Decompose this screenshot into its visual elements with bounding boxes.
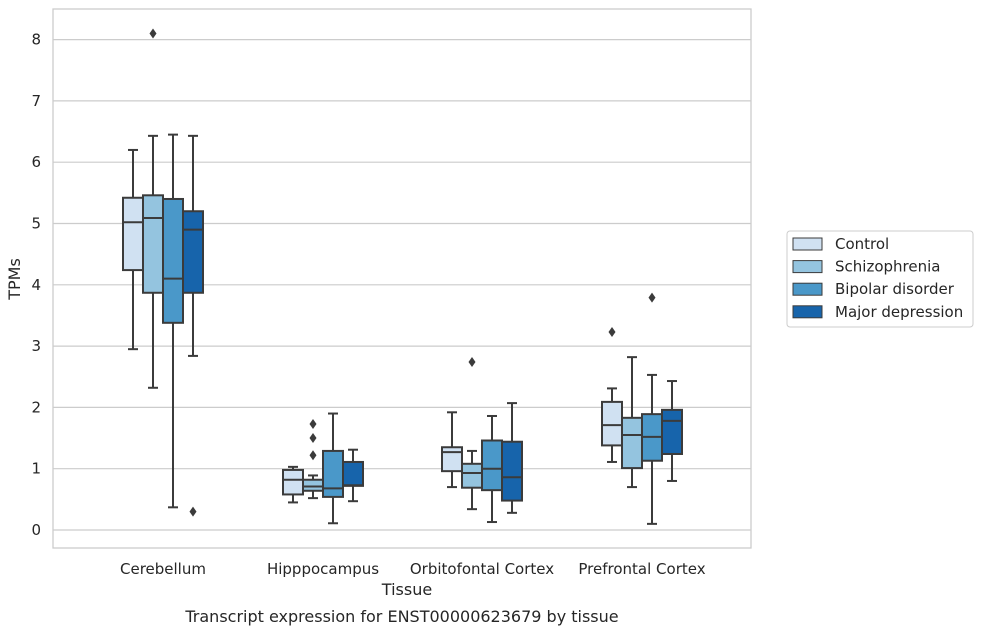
- grid-lines: [53, 38, 751, 531]
- box-major-depression: [182, 134, 204, 517]
- box-bipolar-disorder: [162, 133, 184, 509]
- box-iqr: [122, 196, 144, 272]
- y-tick-label: 0: [31, 521, 41, 539]
- x-tick-label: Hipppocampus: [267, 560, 379, 578]
- box-iqr: [481, 439, 503, 492]
- y-tick-label: 6: [31, 153, 41, 171]
- outlier-point: [309, 433, 317, 444]
- outlier-point: [149, 28, 157, 39]
- outlier-point: [608, 327, 616, 338]
- legend-label: Schizophrenia: [835, 258, 940, 276]
- legend-swatch: [792, 260, 823, 274]
- x-tick-labels: Cerebellum Hipppocampus Orbitofontal Corte…: [120, 560, 706, 578]
- box-iqr: [621, 416, 643, 470]
- legend-swatch: [792, 237, 823, 251]
- box-bipolar-disorder: [641, 292, 663, 525]
- box-iqr: [182, 210, 204, 294]
- legend-swatch: [792, 282, 823, 296]
- y-tick-label: 3: [31, 337, 41, 355]
- box-iqr: [601, 400, 623, 447]
- outlier-point: [648, 292, 656, 303]
- plot-frame: [52, 8, 752, 549]
- box-iqr: [461, 462, 483, 489]
- y-tick-label: 4: [31, 276, 41, 294]
- legend-frame: [786, 230, 974, 328]
- box-iqr: [302, 478, 324, 492]
- box-iqr: [661, 408, 683, 455]
- x-tick-label: Cerebellum: [120, 560, 206, 578]
- plot-marks: [122, 28, 683, 525]
- box-schizophrenia: [142, 28, 164, 389]
- y-tick-label: 5: [31, 215, 41, 233]
- y-tick-label: 2: [31, 398, 41, 416]
- box-schizophrenia: [621, 356, 643, 489]
- x-tick-label: Orbitofontal Cortex: [410, 560, 554, 578]
- box-major-depression: [501, 402, 523, 514]
- box-iqr: [162, 197, 184, 324]
- legend-swatch: [792, 305, 823, 319]
- outlier-point: [189, 506, 197, 517]
- box-control: [441, 411, 463, 489]
- box-iqr: [501, 440, 523, 502]
- x-tick-label: Prefrontal Cortex: [578, 560, 705, 578]
- x-axis-label: Tissue: [381, 580, 432, 599]
- box-iqr: [342, 460, 364, 487]
- chart-caption: Transcript expression for ENST0000062367…: [184, 607, 618, 626]
- outlier-point: [468, 357, 476, 368]
- legend-label: Major depression: [835, 303, 963, 321]
- y-tick-label: 1: [31, 460, 41, 478]
- outlier-point: [309, 418, 317, 429]
- box-major-depression: [661, 380, 683, 482]
- y-axis-label: TPMs: [5, 258, 24, 301]
- y-tick-label: 7: [31, 92, 41, 110]
- legend: Control Schizophrenia Bipolar disorder Majo…: [786, 230, 974, 328]
- legend-label: Control: [835, 235, 889, 253]
- outlier-point: [309, 450, 317, 461]
- legend-label: Bipolar disorder: [835, 280, 955, 298]
- box-iqr: [322, 449, 344, 498]
- box-iqr: [142, 194, 164, 294]
- y-tick-labels: 0 1 2 3 4 5 6 7 8: [31, 31, 41, 539]
- y-tick-label: 8: [31, 31, 41, 49]
- box-iqr: [282, 468, 304, 496]
- box-iqr: [441, 446, 463, 473]
- box-major-depression: [342, 448, 364, 503]
